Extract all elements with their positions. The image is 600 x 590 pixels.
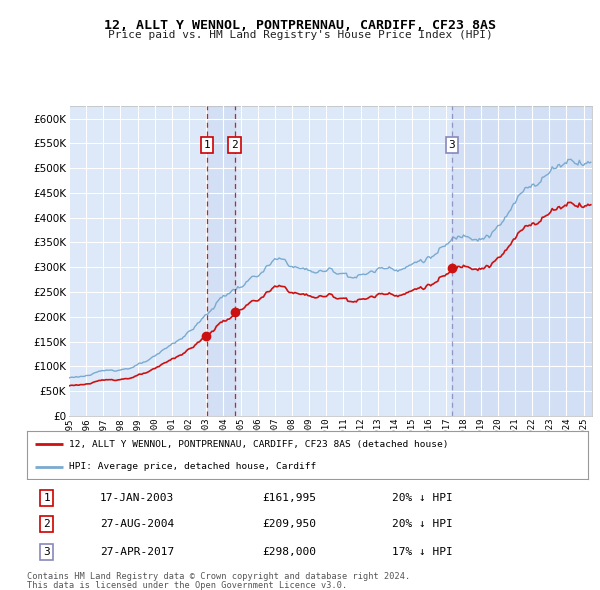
Text: 20% ↓ HPI: 20% ↓ HPI	[392, 493, 452, 503]
Text: 12, ALLT Y WENNOL, PONTPRENNAU, CARDIFF, CF23 8AS (detached house): 12, ALLT Y WENNOL, PONTPRENNAU, CARDIFF,…	[69, 440, 449, 449]
Bar	[452, 106, 592, 416]
Text: 27-APR-2017: 27-APR-2017	[100, 547, 174, 557]
Text: HPI: Average price, detached house, Cardiff: HPI: Average price, detached house, Card…	[69, 462, 316, 471]
Text: 27-AUG-2004: 27-AUG-2004	[100, 519, 174, 529]
Text: 2: 2	[43, 519, 50, 529]
Text: 17-JAN-2003: 17-JAN-2003	[100, 493, 174, 503]
Text: £161,995: £161,995	[263, 493, 317, 503]
Text: 3: 3	[449, 140, 455, 150]
Text: Contains HM Land Registry data © Crown copyright and database right 2024.: Contains HM Land Registry data © Crown c…	[27, 572, 410, 581]
Text: 17% ↓ HPI: 17% ↓ HPI	[392, 547, 452, 557]
Text: £209,950: £209,950	[263, 519, 317, 529]
Text: 1: 1	[43, 493, 50, 503]
Text: Price paid vs. HM Land Registry's House Price Index (HPI): Price paid vs. HM Land Registry's House …	[107, 30, 493, 40]
Text: 12, ALLT Y WENNOL, PONTPRENNAU, CARDIFF, CF23 8AS: 12, ALLT Y WENNOL, PONTPRENNAU, CARDIFF,…	[104, 19, 496, 32]
Text: 2: 2	[231, 140, 238, 150]
Bar	[207, 106, 235, 416]
Text: 20% ↓ HPI: 20% ↓ HPI	[392, 519, 452, 529]
Text: 1: 1	[203, 140, 210, 150]
Text: £298,000: £298,000	[263, 547, 317, 557]
Text: 3: 3	[43, 547, 50, 557]
Text: This data is licensed under the Open Government Licence v3.0.: This data is licensed under the Open Gov…	[27, 581, 347, 589]
